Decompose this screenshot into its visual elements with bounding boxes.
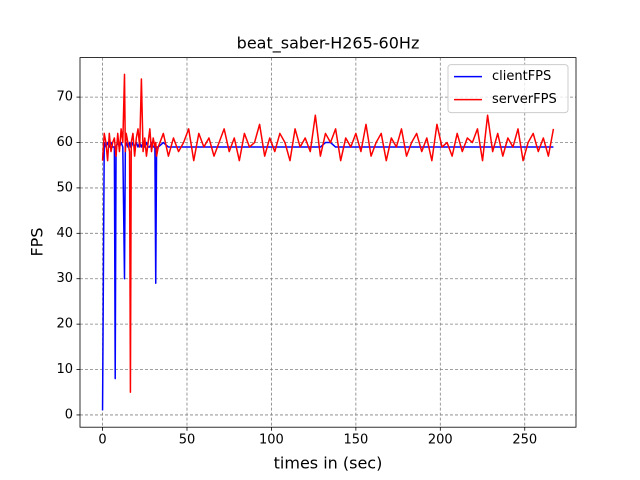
chart-title: beat_saber-H265-60Hz (237, 34, 420, 54)
y-axis-label: FPS (28, 227, 47, 256)
x-tick-label: 200 (428, 433, 453, 448)
legend-label: clientFPS (492, 69, 551, 84)
series-line (101, 73, 555, 393)
axes-frame (79, 57, 577, 428)
x-axis-label: times in (sec) (274, 454, 383, 473)
y-tick-label: 20 (56, 317, 73, 332)
y-tick-label: 10 (56, 362, 73, 377)
y-tick-label: 30 (56, 271, 73, 286)
y-tick-label: 50 (56, 180, 73, 195)
y-tick-label: 60 (56, 135, 73, 150)
series-line (101, 141, 554, 411)
x-tick-label: 0 (98, 433, 106, 448)
y-tick-label: 70 (56, 90, 73, 105)
x-tick-label: 250 (512, 433, 537, 448)
y-tick-label: 0 (65, 407, 73, 422)
x-tick-label: 50 (179, 433, 196, 448)
legend-label: serverFPS (492, 92, 557, 107)
x-tick-label: 100 (259, 433, 284, 448)
y-tick-label: 40 (56, 226, 73, 241)
x-tick-label: 150 (343, 433, 368, 448)
